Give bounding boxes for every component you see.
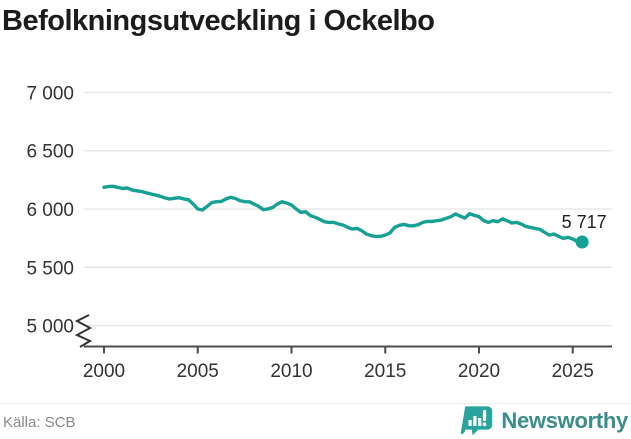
x-axis-label: 2015 [364, 361, 406, 382]
source-label: Källa: SCB [3, 414, 76, 431]
footer-divider [0, 403, 631, 404]
mini-bar-chart-glyph [468, 410, 487, 427]
population-line [102, 184, 584, 244]
newsworthy-logo: Newsworthy [461, 404, 628, 437]
x-axis-label: 2005 [177, 361, 219, 382]
newsworthy-wordmark: Newsworthy [501, 407, 628, 433]
y-axis-label: 6 500 [26, 142, 74, 163]
axis-break-icon [74, 314, 93, 348]
y-axis-label: 6 000 [26, 200, 74, 221]
y-axis-label: 7 000 [26, 83, 74, 104]
series-end-dot [575, 235, 589, 249]
y-axis-label: 5 500 [26, 258, 74, 279]
y-axis-label: 5 000 [26, 317, 74, 338]
x-axis-label: 2025 [552, 361, 594, 382]
bubble-shape [461, 406, 493, 436]
series-end-value-label: 5 717 [562, 212, 607, 232]
page-title: Befolkningsutveckling i Ockelbo [2, 5, 435, 37]
newsworthy-bars-bubble-icon [461, 406, 493, 436]
x-axis-label: 2020 [458, 361, 500, 382]
x-axis-label: 2000 [83, 361, 125, 382]
x-axis-label: 2010 [270, 361, 312, 382]
